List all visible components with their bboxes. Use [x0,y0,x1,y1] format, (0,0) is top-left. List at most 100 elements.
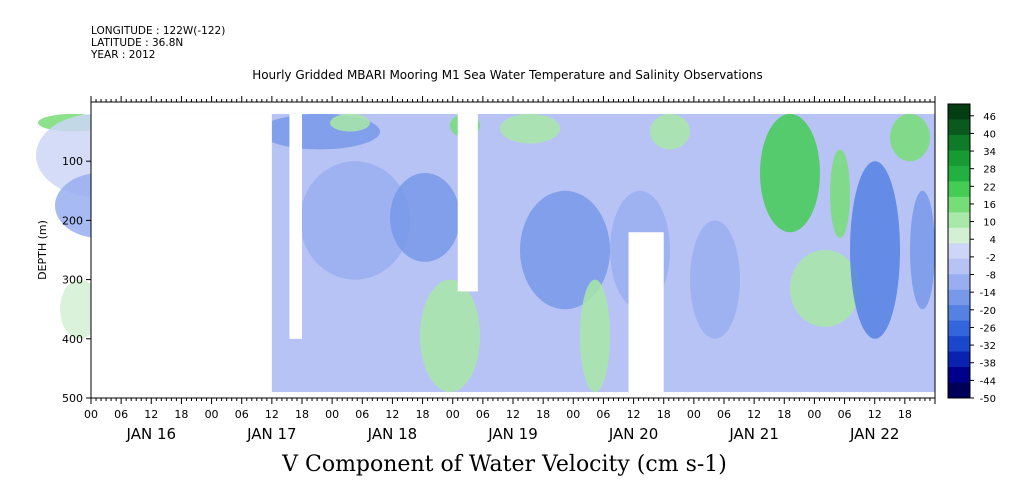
colorbar-label: 40 [983,129,996,140]
colorbar-label: -44 [980,376,996,387]
colorbar-label: -8 [986,271,996,282]
colorbar-label: 34 [983,147,996,158]
field-patch [330,113,370,132]
y-tick-label: 300 [62,274,83,287]
colorbar-segment [948,274,970,291]
x-hour-label: 12 [144,408,158,421]
x-day-label: JAN 16 [126,425,177,443]
colorbar-label: 28 [983,165,996,176]
x-day-label: JAN 19 [487,425,538,443]
x-hour-label: 00 [566,408,580,421]
field-patch [580,279,610,393]
no-data-region [289,113,302,339]
x-hour-label: 12 [265,408,279,421]
x-hour-label: 18 [657,408,671,421]
longitude-label: LONGITUDE : 122W(-122) [91,25,226,37]
field-patch [760,113,820,233]
colorbar-segment [948,104,970,120]
colorbar-label: 4 [990,235,996,246]
colorbar-segment [948,258,970,275]
field-patch [420,279,480,393]
field-patch [790,250,860,327]
x-hour-label: 00 [325,408,339,421]
x-day-label: JAN 22 [849,425,900,443]
colorbar-label: -32 [980,341,996,352]
x-axis-title: V Component of Water Velocity (cm s-1) [282,452,727,477]
field-patch [690,220,740,339]
field-patch [650,113,690,150]
x-day-label: JAN 21 [728,425,779,443]
x-hour-label: 12 [506,408,520,421]
y-tick-label: 500 [62,392,83,405]
colorbar-label: 22 [983,182,996,193]
x-hour-label: 00 [205,408,219,421]
no-data-top [91,102,935,114]
field-patch [300,161,410,280]
colorbar-segment [948,165,970,182]
colorbar-segment [948,305,970,322]
latitude-label: LATITUDE : 36.8N [91,37,184,49]
colorbar-segment [948,150,970,167]
x-day-label: JAN 18 [367,425,418,443]
x-hour-label: 06 [114,408,128,421]
x-hour-label: 18 [536,408,550,421]
colorbar-label: -14 [980,288,996,299]
colorbar-label: -38 [980,359,996,370]
x-hour-label: 00 [807,408,821,421]
colorbar-segment [948,181,970,198]
x-day-label: JAN 20 [608,425,659,443]
x-hour-label: 12 [868,408,882,421]
colorbar-segment [948,243,970,260]
colorbar-segment [948,196,970,213]
colorbar-segment [948,336,970,353]
x-hour-label: 18 [295,408,309,421]
colorbar-label: 10 [983,218,996,229]
colorbar-label: -26 [980,323,996,334]
x-hour-label: 06 [717,408,731,421]
no-data-bottom [91,392,935,398]
y-tick-label: 100 [62,155,83,168]
y-tick-label: 200 [62,214,83,227]
colorbar-segment [948,320,970,337]
x-hour-label: 18 [898,408,912,421]
x-hour-label: 12 [747,408,761,421]
field-patch [850,161,900,339]
colorbar-segment [948,382,970,399]
field-patch [890,113,930,162]
colorbar-label: -2 [986,253,996,264]
colorbar-segment [948,227,970,244]
colorbar-segment [948,134,970,151]
colorbar-segment [948,289,970,306]
x-hour-label: 18 [174,408,188,421]
colorbar-label: 46 [983,112,996,123]
field-patch [910,190,935,310]
y-tick-label: 400 [62,333,83,346]
x-hour-label: 06 [355,408,369,421]
no-data-region [457,113,478,292]
colorbar-label: -20 [980,306,996,317]
colorbar-label: -50 [980,394,996,405]
x-hour-label: 00 [446,408,460,421]
x-hour-label: 06 [235,408,249,421]
year-label: YEAR : 2012 [91,49,156,61]
field-patch [390,173,460,262]
x-hour-label: 06 [476,408,490,421]
x-day-label: JAN 17 [246,425,297,443]
field-patch [500,113,560,144]
x-hour-label: 18 [777,408,791,421]
colorbar-segment [948,119,970,136]
x-hour-label: 00 [687,408,701,421]
x-hour-label: 18 [416,408,430,421]
y-axis-title: DEPTH (m) [36,220,49,280]
x-hour-label: 06 [596,408,610,421]
colorbar-label: 16 [983,200,996,211]
colorbar-segment [948,367,970,384]
no-data-region [628,232,664,398]
field-patch [520,190,610,310]
field-patch [830,149,850,239]
chart-title: Hourly Gridded MBARI Mooring M1 Sea Wate… [252,68,763,82]
x-hour-label: 00 [84,408,98,421]
x-hour-label: 12 [385,408,399,421]
colorbar-segment [948,351,970,368]
